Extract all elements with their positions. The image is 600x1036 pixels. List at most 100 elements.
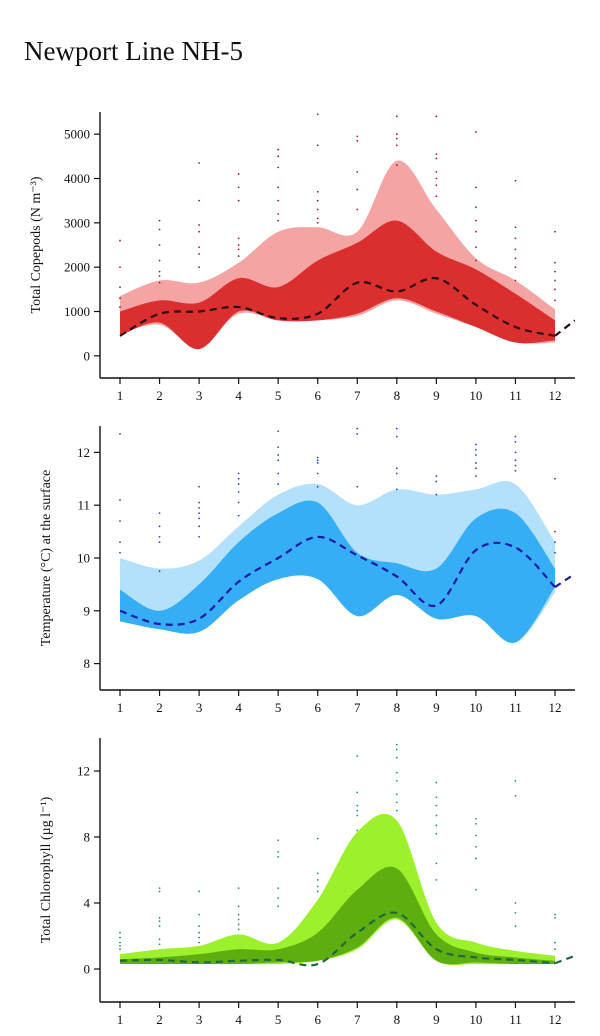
copepods-data-point xyxy=(514,257,517,260)
copepods-data-point xyxy=(277,186,280,189)
chlorophyll-data-point xyxy=(119,941,121,944)
copepods-data-point xyxy=(554,279,556,282)
chlorophyll-data-point xyxy=(356,829,359,832)
temperature-data-point xyxy=(435,475,438,478)
copepods-data-point xyxy=(277,213,280,215)
temperature-data-point xyxy=(316,462,319,464)
temperature-x-tick-label: 6 xyxy=(314,700,321,715)
chlorophyll-data-point xyxy=(198,913,200,916)
copepods-data-point xyxy=(475,186,477,189)
temperature-data-point xyxy=(119,551,121,554)
temperature-data-point xyxy=(475,448,477,451)
chlorophyll-y-tick-label: 0 xyxy=(84,962,91,977)
temperature-data-point xyxy=(554,530,556,533)
temperature-x-tick-label: 5 xyxy=(275,700,282,715)
chlorophyll-data-point xyxy=(514,794,517,797)
page-title: Newport Line NH-5 xyxy=(24,36,243,66)
copepods-data-point xyxy=(395,115,398,118)
chlorophyll-data-point xyxy=(277,855,280,858)
temperature-data-point xyxy=(475,475,477,478)
chlorophyll-data-point xyxy=(435,832,438,835)
copepods-inner-band xyxy=(120,220,555,350)
temperature-data-point xyxy=(198,506,200,509)
temperature-median-line xyxy=(119,535,556,626)
chlorophyll-data-point xyxy=(119,945,121,947)
chlorophyll-x-tick-label: 1 xyxy=(117,1012,124,1027)
copepods-median-line xyxy=(119,277,556,337)
chlorophyll-data-point xyxy=(475,846,477,848)
temperature-data-point xyxy=(395,427,398,430)
temperature-data-point xyxy=(475,462,477,464)
copepods-data-point xyxy=(237,248,240,251)
copepods-y-tick-label: 1000 xyxy=(64,304,90,319)
copepods-data-point xyxy=(316,190,319,193)
chlorophyll-data-point xyxy=(316,890,319,893)
copepods-data-point xyxy=(237,255,240,257)
chlorophyll-data-point xyxy=(316,885,319,888)
copepods-data-point xyxy=(198,266,200,269)
chlorophyll-data-point xyxy=(395,756,398,759)
chlorophyll-data-point xyxy=(435,814,438,817)
chlorophyll-data-point xyxy=(475,817,477,820)
temperature-data-point xyxy=(316,456,319,459)
copepods-data-point xyxy=(158,275,161,277)
chlorophyll-data-point xyxy=(475,822,477,825)
chlorophyll-data-point xyxy=(316,872,319,875)
copepods-y-tick-label: 4000 xyxy=(64,171,90,186)
temperature-data-point xyxy=(356,427,359,430)
temperature-data-point xyxy=(435,480,438,483)
chlorophyll-data-point xyxy=(158,887,161,890)
temperature-data-point xyxy=(316,472,319,475)
chlorophyll-y-axis-label: Total Chlorophyll (µg l⁻¹) xyxy=(39,796,54,943)
chlorophyll-data-point xyxy=(277,887,280,890)
copepods-x-tick-label: 12 xyxy=(549,388,562,403)
copepods-x-tick-label: 9 xyxy=(433,388,440,403)
chlorophyll-data-point xyxy=(475,834,477,837)
chlorophyll-x-tick-label: 7 xyxy=(354,1012,361,1027)
chlorophyll-data-point xyxy=(198,925,200,927)
chlorophyll-data-point xyxy=(198,931,200,934)
chlorophyll-data-point xyxy=(395,793,398,795)
chlorophyll-data-point xyxy=(356,755,359,758)
temperature-data-point xyxy=(119,499,121,501)
copepods-data-point xyxy=(475,230,477,233)
chlorophyll-data-point xyxy=(514,925,517,927)
copepods-data-point xyxy=(554,288,556,291)
copepods-data-point xyxy=(119,297,121,300)
temperature-data-point xyxy=(277,483,280,485)
temperature-data-point xyxy=(316,459,319,462)
copepods-data-point xyxy=(475,219,477,222)
temperature-data-point xyxy=(198,525,200,528)
copepods-data-point xyxy=(554,230,556,233)
copepods-data-point xyxy=(158,259,161,262)
chlorophyll-data-point xyxy=(356,804,359,807)
chlorophyll-data-point xyxy=(237,918,240,921)
copepods-y-tick-label: 0 xyxy=(84,348,91,363)
chlorophyll-data-point xyxy=(198,890,200,893)
temperature-data-point xyxy=(237,514,240,517)
copepods-data-point xyxy=(158,228,161,231)
copepods-data-point xyxy=(277,219,280,222)
chlorophyll-data-point xyxy=(475,857,477,860)
copepods-data-point xyxy=(316,208,319,211)
temperature-data-point xyxy=(395,435,398,438)
chlorophyll-x-tick-label: 12 xyxy=(549,1012,562,1027)
temperature-x-tick-label: 7 xyxy=(354,700,361,715)
temperature-data-point xyxy=(158,512,161,515)
chlorophyll-data-point xyxy=(356,814,359,817)
chlorophyll-inner-band xyxy=(120,866,555,965)
temperature-x-tick-label: 2 xyxy=(156,700,163,715)
copepods-median-extension xyxy=(554,319,576,337)
temperature-data-point xyxy=(277,472,280,475)
copepods-data-point xyxy=(514,248,517,251)
chlorophyll-data-point xyxy=(514,780,517,782)
copepods-data-point xyxy=(316,144,319,147)
temperature-data-point xyxy=(198,517,200,520)
chlorophyll-data-point xyxy=(316,879,319,881)
chlorophyll-data-point xyxy=(356,791,359,794)
temperature-data-point xyxy=(158,570,161,573)
temperature-data-point xyxy=(514,459,517,462)
temperature-data-point xyxy=(514,440,517,443)
